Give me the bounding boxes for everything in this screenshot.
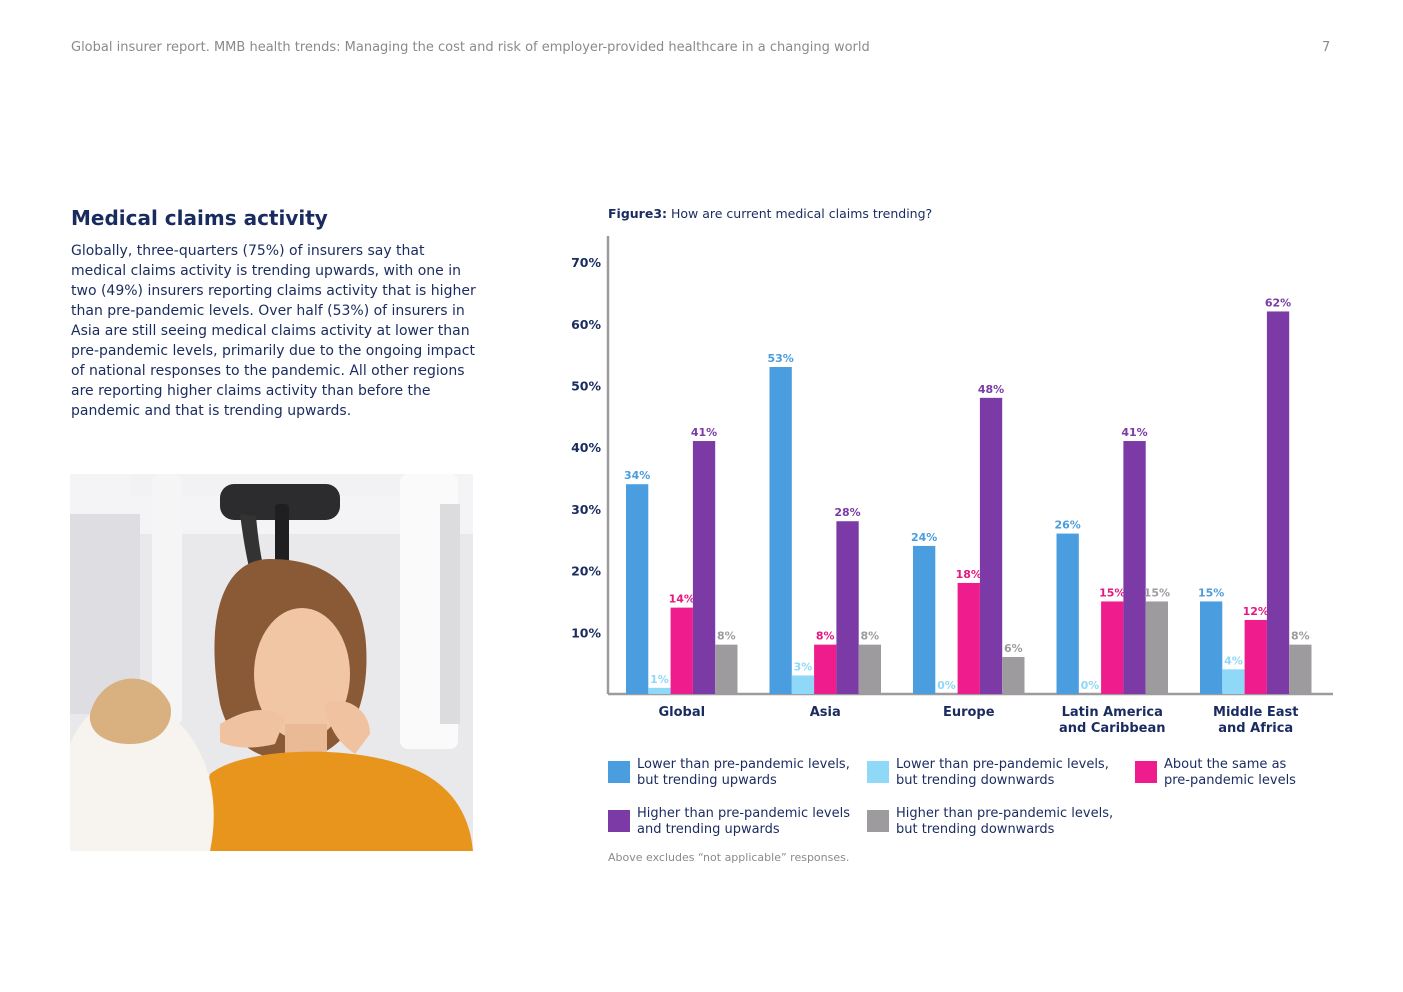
data-label: 62% (1265, 296, 1291, 309)
legend-item-lower-downwards: Lower than pre-pandemic levels, but tren… (867, 757, 1109, 789)
legend-swatch (608, 810, 630, 832)
dental-xray-photo (70, 474, 473, 851)
bar (648, 687, 671, 694)
x-category-label-line: and Caribbean (1059, 721, 1166, 736)
legend-label: Higher than pre-pandemic levels, but tre… (896, 806, 1114, 837)
bar (913, 545, 936, 694)
y-tick-label: 30% (571, 502, 601, 517)
bar (1222, 669, 1245, 694)
x-category-label: Asia (810, 705, 841, 720)
bar (836, 521, 859, 694)
body-paragraph: Globally, three-quarters (75%) of insure… (71, 243, 476, 419)
legend-swatch (1135, 761, 1157, 783)
x-category-label-line: and Africa (1218, 721, 1293, 736)
legend-label: Lower than pre-pandemic levels, but tren… (896, 757, 1109, 788)
y-tick-label: 50% (571, 379, 601, 394)
data-label: 24% (911, 531, 937, 544)
y-tick-label: 70% (571, 255, 601, 270)
bar (670, 607, 693, 694)
data-label: 15% (1144, 586, 1170, 599)
y-tick-label: 40% (571, 440, 601, 455)
data-label: 0% (937, 679, 956, 692)
data-label: 15% (1198, 586, 1224, 599)
data-label: 14% (669, 593, 695, 606)
data-label: 3% (794, 660, 813, 673)
legend-swatch (867, 761, 889, 783)
legend-item-higher-upwards: Higher than pre-pandemic levels and tren… (608, 806, 850, 838)
data-label: 4% (1224, 654, 1243, 667)
bar (769, 366, 792, 694)
legend-item-higher-downwards: Higher than pre-pandemic levels, but tre… (867, 806, 1113, 838)
claims-trend-bar-chart: 10% 20% 30% 40% 50% 60% 70% 34% 1% 14% 41% 8% Global… (571, 236, 1333, 736)
x-category-label-line: Europe (943, 705, 995, 720)
legend-item-about-same: About the same as pre-pandemic levels (1135, 757, 1296, 789)
y-tick-label: 20% (571, 564, 601, 579)
data-label: 41% (691, 426, 717, 439)
data-label: 34% (624, 469, 650, 482)
figure-question: How are current medical claims trending? (671, 206, 933, 221)
x-category-label-line: Asia (810, 705, 841, 720)
x-category-label: Global (658, 705, 705, 720)
bar (1266, 311, 1290, 694)
data-label: 8% (816, 630, 835, 643)
data-label: 53% (767, 352, 793, 365)
data-label: 8% (861, 630, 880, 643)
bar (626, 484, 649, 694)
figure-caption: Figure3: How are current medical claims … (608, 206, 932, 221)
bar (715, 644, 738, 694)
x-category-label: Europe (943, 705, 995, 720)
legend-label: About the same as pre-pandemic levels (1164, 757, 1296, 788)
data-label: 41% (1121, 426, 1147, 439)
data-label: 6% (1004, 642, 1023, 655)
legend-item-lower-upwards: Lower than pre-pandemic levels, but tren… (608, 757, 850, 789)
page-number: 7 (1322, 40, 1331, 55)
y-tick-label: 60% (571, 317, 601, 332)
bar (791, 675, 815, 694)
data-label: 28% (834, 506, 860, 519)
data-label: 15% (1099, 586, 1125, 599)
data-label: 12% (1243, 605, 1269, 618)
x-category-label-line: Global (658, 705, 705, 720)
data-label: 0% (1081, 679, 1100, 692)
x-category-label-line: Latin America (1062, 705, 1163, 720)
bar (1002, 656, 1025, 694)
bar (1244, 619, 1267, 694)
bar (1123, 441, 1146, 694)
chart-footnote: Above excludes “not applicable” response… (608, 851, 850, 864)
bar (1056, 533, 1079, 694)
report-header-title: Global insurer report. MMB health trends… (71, 40, 870, 55)
bar (1101, 601, 1124, 694)
bar (1289, 644, 1312, 694)
data-label: 48% (978, 383, 1004, 396)
x-category-label-line: Middle East (1213, 705, 1298, 720)
data-label: 26% (1054, 519, 1080, 532)
bar (957, 582, 980, 694)
section-heading: Medical claims activity (71, 206, 328, 230)
data-label: 18% (956, 568, 982, 581)
bar (1200, 601, 1223, 694)
legend-swatch (608, 761, 630, 783)
bar (858, 644, 881, 694)
data-label: 1% (650, 673, 669, 686)
legend-label: Higher than pre-pandemic levels and tren… (637, 806, 850, 837)
chart-legend: Lower than pre-pandemic levels, but tren… (608, 757, 1348, 847)
legend-swatch (867, 810, 889, 832)
bar (979, 397, 1003, 694)
x-category-label: Latin America and Caribbean (1059, 705, 1166, 736)
bar (814, 644, 837, 694)
x-category-label: Middle East and Africa (1213, 705, 1298, 736)
y-tick-label: 10% (571, 625, 601, 640)
legend-label: Lower than pre-pandemic levels, but tren… (637, 757, 850, 788)
figure-label: Figure3: (608, 206, 668, 221)
bar (692, 441, 716, 694)
data-label: 8% (717, 630, 736, 643)
bar (1145, 601, 1168, 694)
data-label: 8% (1291, 630, 1310, 643)
